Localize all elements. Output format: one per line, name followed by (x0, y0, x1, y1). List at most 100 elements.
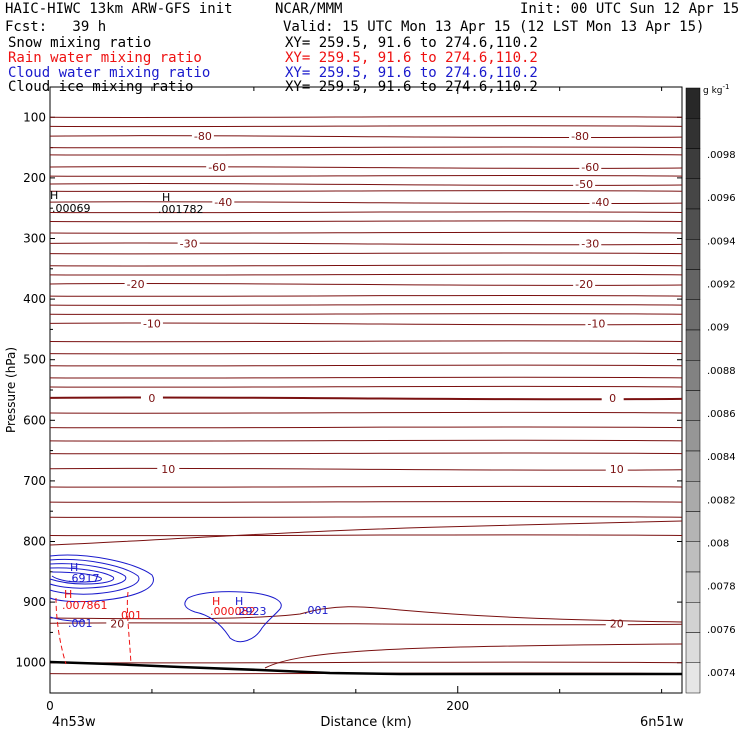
temperature-contour (49, 661, 683, 664)
colorbar-swatch (685, 602, 701, 633)
y-tick-label: 300 (23, 232, 46, 246)
temperature-contour (49, 606, 683, 623)
legend-rain-xy: XY= 259.5, 91.6 to 274.6,110.2 (285, 50, 538, 66)
extremum-value: .2923 (235, 605, 267, 618)
colorbar-label: .008 (707, 539, 729, 550)
contour-label: 10 (161, 463, 175, 476)
colorbar-swatch (685, 178, 701, 210)
distance-axis: 0 200 (46, 87, 663, 713)
colorbar-swatch (685, 390, 701, 421)
contour-label-bg (140, 316, 163, 330)
contour-label-bg (206, 159, 229, 173)
y-tick-label: 600 (23, 413, 46, 427)
contour-label: -10 (587, 317, 605, 330)
y-tick-label: 500 (23, 353, 46, 367)
contour-label-bg (579, 236, 602, 250)
colorbar-swatch (685, 511, 701, 542)
extremum-value: 001 (121, 609, 142, 622)
valid-time: Valid: 15 UTC Mon 13 Apr 15 (12 LST Mon … (283, 19, 705, 35)
contour-label: -30 (581, 237, 599, 250)
extremum-value: .001 (304, 604, 329, 617)
y-tick-label: 900 (23, 595, 46, 609)
legend-snow-label: Snow mixing ratio (8, 35, 152, 51)
temperature-contour (49, 303, 683, 306)
colorbar-swatch (685, 329, 701, 361)
temperature-contour (49, 376, 683, 379)
contour-label-bg (589, 195, 612, 209)
colorbar-label: .0092 (707, 280, 736, 291)
org-label: NCAR/MMM (275, 1, 343, 17)
temperature-contour (49, 135, 683, 139)
temperature-contour (49, 340, 683, 343)
colorbar-label: .0078 (707, 582, 736, 593)
contour-label-bg (157, 461, 180, 475)
contour-label-bg (605, 616, 628, 630)
temperature-contour (49, 411, 683, 414)
colorbar-swatch (685, 450, 701, 482)
contour-label: 20 (110, 617, 124, 630)
contour-label-bg (601, 390, 624, 404)
y-tick-label: 200 (23, 171, 46, 185)
extrema-annotations: H.00069H.001782H.6917H.007861.001001H.00… (50, 189, 329, 630)
x-axis-title: Distance (km) (320, 715, 411, 730)
extremum-marker: H (212, 595, 220, 608)
contour-label: -40 (214, 196, 232, 209)
x-tick-label: 200 (446, 699, 469, 713)
colorbar-swatch (685, 299, 701, 331)
colorbar-swatch (685, 148, 701, 179)
x-tick-label: 0 (46, 699, 54, 713)
colorbar-units: g kg-1 (703, 83, 729, 96)
colorbar-swatch (685, 208, 701, 240)
extremum-value: .6917 (68, 572, 100, 585)
extremum-marker: H (162, 191, 170, 204)
temperature-contour (49, 534, 683, 537)
temperature-contour (49, 485, 683, 488)
x-start-label: 4n53w (52, 715, 96, 730)
colorbar-label: .0074 (707, 668, 736, 679)
extremum-value: .00069 (52, 202, 91, 215)
temperature-contour (49, 467, 683, 471)
extremum-marker: H (235, 595, 243, 608)
contour-label: -10 (143, 317, 161, 330)
temperature-contour (49, 220, 683, 223)
colorbar-swatch (685, 541, 701, 573)
temperature-contour (49, 396, 683, 401)
temperature-contour (49, 622, 683, 626)
terrain-line (49, 660, 682, 676)
colorbar-swatch (685, 360, 701, 391)
y-tick-label: 1000 (15, 656, 46, 670)
contour-label: -60 (581, 161, 599, 174)
temperature-contour (49, 231, 683, 234)
extremum-marker: H (70, 561, 78, 574)
extremum-marker: H (50, 189, 58, 202)
colorbar-label: .0096 (707, 193, 736, 204)
colorbar-label: .0098 (707, 150, 736, 161)
contour-label-bg (573, 176, 596, 190)
contour-label: 0 (609, 392, 616, 405)
colorbar-swatch (685, 662, 701, 694)
contour-label-bg (212, 195, 235, 209)
temperature-contour (49, 439, 683, 442)
colorbar-swatch (685, 239, 701, 270)
forecast-hour: Fcst: 39 h (5, 19, 107, 35)
temperature-contour (49, 294, 683, 297)
cloud-water-contour (51, 571, 102, 583)
temperature-contour (49, 364, 683, 367)
y-tick-label: 100 (23, 110, 46, 124)
cloud-water-contour (49, 558, 140, 595)
colorbar-label: .0084 (707, 452, 736, 463)
legend-cloud-water-xy: XY= 259.5, 91.6 to 274.6,110.2 (285, 65, 538, 81)
contour-label: -80 (194, 130, 212, 143)
colorbar-label: .0088 (707, 366, 736, 377)
temperature-contour (49, 190, 683, 192)
contour-label-bg (585, 316, 608, 330)
contour-label-bg (106, 616, 129, 630)
colorbar-label: .0082 (707, 495, 736, 506)
colorbar-swatch (685, 632, 701, 663)
temperature-contour (49, 252, 683, 255)
temperature-contour (49, 273, 683, 276)
cloud-water-contour (49, 554, 154, 603)
contour-label-bg (579, 159, 602, 173)
